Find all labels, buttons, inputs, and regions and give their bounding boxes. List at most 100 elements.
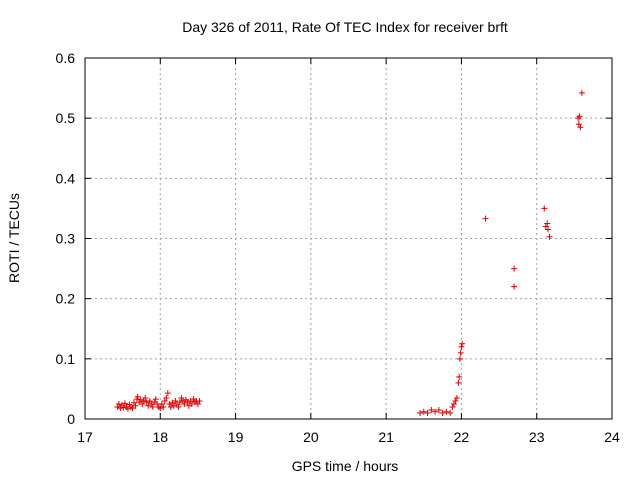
data-point (167, 403, 174, 410)
data-point (124, 405, 131, 412)
grid-lines (85, 58, 612, 419)
data-point (148, 400, 155, 407)
data-point (130, 399, 137, 406)
data-point (576, 113, 583, 120)
data-point (541, 205, 548, 212)
x-tick-label: 18 (152, 429, 168, 445)
x-tick-label: 19 (228, 429, 244, 445)
data-point (439, 409, 446, 416)
data-point (453, 394, 460, 401)
data-point (117, 405, 124, 412)
data-point (149, 403, 156, 410)
data-point (134, 393, 141, 400)
x-tick-label: 20 (303, 429, 319, 445)
data-point (181, 400, 188, 407)
data-point (456, 355, 463, 362)
data-point (450, 400, 457, 407)
y-tick-label: 0 (67, 411, 75, 427)
x-tick-label: 22 (454, 429, 470, 445)
data-point (137, 396, 144, 403)
data-point (511, 283, 518, 290)
chart-title: Day 326 of 2011, Rate Of TEC Index for r… (182, 19, 508, 35)
data-point (175, 403, 182, 410)
data-point (578, 89, 585, 96)
data-point (179, 397, 186, 404)
y-tick-label: 0.3 (56, 231, 76, 247)
data-point (443, 408, 450, 415)
y-tick-label: 0.1 (56, 351, 76, 367)
data-point (545, 226, 552, 233)
data-point (542, 223, 549, 230)
data-point (456, 373, 463, 380)
data-point (452, 397, 459, 404)
data-point (173, 400, 180, 407)
data-point (449, 403, 456, 410)
data-point (417, 409, 424, 416)
x-tick-label: 24 (604, 429, 620, 445)
y-tick-label: 0.6 (56, 50, 76, 66)
data-point (158, 400, 165, 407)
data-point (157, 405, 164, 412)
data-point (196, 397, 203, 404)
data-point (575, 121, 582, 128)
data-point (435, 406, 442, 413)
data-point (190, 396, 197, 403)
data-point (172, 397, 179, 404)
data-point (194, 400, 201, 407)
y-axis: 0 0.1 0.2 0.3 0.4 0.5 0.6 (56, 50, 612, 427)
x-tick-label: 23 (529, 429, 545, 445)
plot-frame (84, 57, 613, 420)
data-point (187, 397, 194, 404)
data-point (458, 343, 465, 350)
y-tick-label: 0.4 (56, 170, 76, 186)
data-point (424, 409, 431, 416)
data-point (161, 397, 168, 404)
y-axis-label: ROTI / TECUs (6, 193, 22, 283)
data-point (152, 396, 159, 403)
y-tick-label: 0.5 (56, 110, 76, 126)
x-tick-label: 21 (378, 429, 394, 445)
data-point (151, 399, 158, 406)
data-point (178, 394, 185, 401)
data-point (176, 399, 183, 406)
data-point (164, 390, 171, 397)
data-point (457, 349, 464, 356)
data-point (139, 400, 146, 407)
data-point (184, 399, 191, 406)
x-axis-label: GPS time / hours (292, 458, 399, 474)
data-point (511, 265, 518, 272)
data-point (459, 340, 466, 347)
data-point (160, 403, 167, 410)
data-point (115, 400, 122, 407)
data-point (455, 379, 462, 386)
data-point (166, 400, 173, 407)
data-point (188, 400, 195, 407)
y-tick-label: 0.2 (56, 291, 76, 307)
data-point (185, 402, 192, 409)
data-point (420, 408, 427, 415)
data-point (447, 409, 454, 416)
data-point (132, 402, 139, 409)
data-point (129, 405, 136, 412)
x-tick-label: 17 (77, 429, 93, 445)
data-point (140, 397, 147, 404)
data-point (544, 220, 551, 227)
data-point (145, 402, 152, 409)
data-point (432, 408, 439, 415)
data-point (170, 402, 177, 409)
data-point (146, 397, 153, 404)
data-point (143, 399, 150, 406)
data-point (577, 124, 584, 131)
data-point (428, 406, 435, 413)
data-point (546, 233, 553, 240)
data-points (114, 89, 585, 416)
data-point (121, 400, 128, 407)
data-point (142, 394, 149, 401)
x-axis: 17 18 19 20 21 22 23 24 (77, 58, 620, 445)
data-point (482, 215, 489, 222)
data-point (114, 403, 121, 410)
data-point (120, 404, 127, 411)
data-point (163, 394, 170, 401)
data-point (169, 399, 176, 406)
